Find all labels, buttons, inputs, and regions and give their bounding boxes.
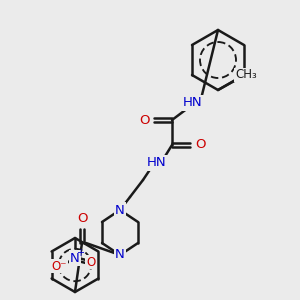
Text: O: O (86, 256, 96, 268)
Text: +: + (76, 248, 84, 258)
Text: O: O (77, 212, 87, 226)
Text: O: O (195, 139, 205, 152)
Text: N: N (115, 248, 125, 262)
Text: HN: HN (147, 157, 167, 169)
Text: HN: HN (183, 97, 203, 110)
Text: N: N (70, 251, 80, 265)
Text: N: N (115, 203, 125, 217)
Text: CH₃: CH₃ (235, 68, 257, 82)
Text: O⁻: O⁻ (51, 260, 67, 272)
Text: O: O (139, 113, 149, 127)
